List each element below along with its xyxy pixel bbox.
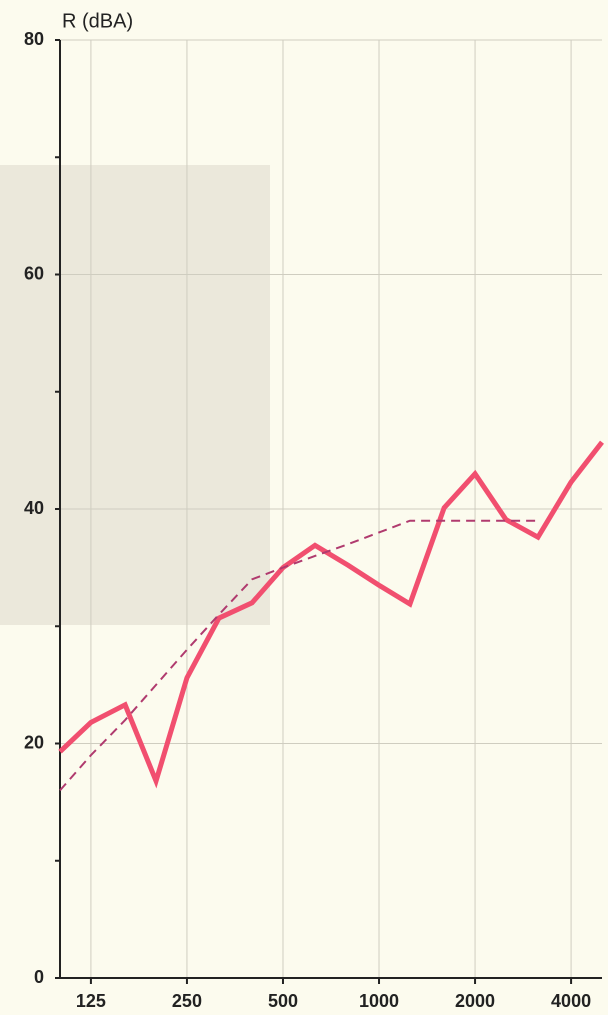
x-tick-label: 1000 [359, 991, 399, 1011]
series-line [59, 519, 538, 792]
x-tick-label: 125 [76, 991, 106, 1011]
y-tick-label: 20 [24, 732, 44, 752]
x-tick-label: 4000 [551, 991, 591, 1011]
watermark [0, 165, 270, 625]
y-tick-label: 0 [34, 967, 44, 987]
series-line [58, 440, 604, 789]
x-tick-label: 500 [268, 991, 298, 1011]
y-tick-label: 40 [24, 498, 44, 518]
x-tick-label: 250 [172, 991, 202, 1011]
y-tick-label: 60 [24, 263, 44, 283]
x-tick-label: 2000 [455, 991, 495, 1011]
y-axis-label: R (dBA) [62, 10, 133, 32]
y-tick-label: 80 [24, 29, 44, 49]
